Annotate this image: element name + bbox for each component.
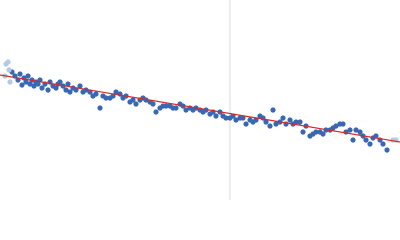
data-point — [263, 119, 269, 125]
data-point — [130, 97, 136, 103]
data-point — [103, 95, 109, 101]
data-point — [357, 129, 363, 135]
data-point — [53, 85, 59, 91]
data-point — [133, 101, 139, 107]
data-point — [39, 85, 45, 91]
data-point — [153, 109, 159, 115]
data-point — [27, 81, 33, 87]
data-point — [45, 87, 51, 93]
data-point — [267, 123, 273, 129]
data-point — [300, 129, 306, 135]
fit-line — [0, 74, 400, 143]
data-point — [173, 105, 179, 111]
data-point — [7, 79, 13, 85]
data-point — [380, 141, 386, 147]
data-point — [31, 83, 37, 89]
data-point — [213, 113, 219, 119]
data-point — [73, 87, 79, 93]
data-point — [77, 83, 83, 89]
data-point — [240, 115, 246, 121]
data-point — [67, 89, 73, 95]
data-point — [223, 115, 229, 121]
data-point — [384, 147, 390, 153]
data-point — [320, 131, 326, 137]
data-point — [353, 127, 359, 133]
data-point — [23, 79, 29, 85]
data-point — [150, 101, 156, 107]
data-point — [57, 79, 63, 85]
data-point — [6, 67, 12, 73]
data-point — [243, 121, 249, 127]
data-point — [287, 117, 293, 123]
data-point — [313, 129, 319, 135]
data-point — [347, 127, 353, 133]
data-point — [350, 137, 356, 143]
data-point — [270, 107, 276, 113]
data-point — [17, 71, 23, 77]
data-point — [363, 137, 369, 143]
data-point — [65, 81, 71, 87]
data-point — [273, 121, 279, 127]
data-point — [5, 59, 11, 65]
data-point — [97, 105, 103, 111]
data-point — [113, 89, 119, 95]
data-point — [293, 119, 299, 125]
data-point — [25, 73, 31, 79]
data-point — [35, 81, 41, 87]
data-point — [280, 115, 286, 121]
data-point — [367, 141, 373, 147]
data-point — [163, 103, 169, 109]
data-point — [340, 121, 346, 127]
data-point — [333, 123, 339, 129]
data-point — [19, 82, 25, 88]
data-point — [183, 107, 189, 113]
data-point — [297, 119, 303, 125]
data-point — [233, 117, 239, 123]
data-point — [93, 91, 99, 97]
chart — [0, 0, 400, 200]
data-point — [63, 87, 69, 93]
